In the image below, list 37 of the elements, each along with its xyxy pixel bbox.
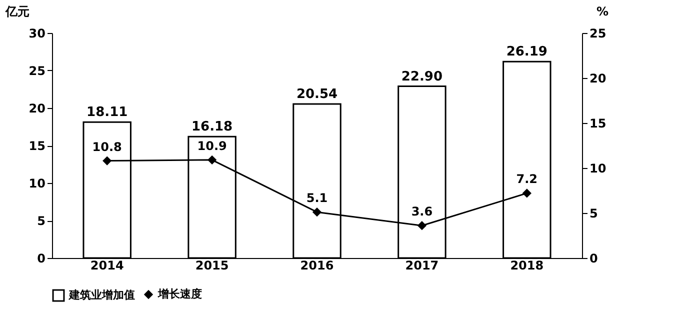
y-tick-label: 0 (37, 252, 46, 266)
data-label: 7.2 (516, 172, 538, 186)
y-tick-label: 5 (37, 214, 46, 228)
point (522, 189, 532, 198)
data-label: 16.18 (191, 120, 233, 135)
data-label: 26.19 (506, 44, 548, 60)
legend-label: 建筑业增加值 (68, 288, 135, 302)
data-label: 18.11 (86, 105, 128, 120)
point (312, 208, 322, 216)
x-tick-label: 2018 (510, 258, 544, 272)
y-tick-label: 20 (28, 102, 46, 116)
y-tick-label: 15 (28, 139, 46, 153)
y-axis-title: 亿元 (4, 4, 30, 18)
y2-tick-label: 15 (590, 116, 606, 130)
y2-tick-label: 0 (590, 252, 598, 266)
data-label: 10.9 (197, 138, 227, 153)
x-tick-label: 2017 (405, 258, 439, 272)
data-label: 22.90 (401, 69, 443, 84)
data-label: 20.54 (296, 86, 338, 102)
y2-tick-label: 20 (590, 72, 606, 86)
y-tick-label: 10 (28, 176, 46, 190)
y2-tick-label: 25 (590, 26, 606, 40)
data-label: 3.6 (411, 204, 433, 219)
point (208, 156, 216, 164)
data-label: 5.1 (306, 191, 328, 206)
point (418, 221, 426, 230)
x-tick-label: 2014 (90, 258, 124, 272)
y2-tick-label: 10 (590, 162, 606, 176)
point (102, 156, 112, 165)
data-label: 10.8 (92, 140, 122, 154)
x-tick-label: 2015 (195, 258, 229, 272)
y-tick-label: 25 (28, 64, 46, 78)
y2-tick-label: 5 (590, 206, 598, 220)
x-tick-label: 2016 (300, 258, 334, 272)
y2-axis-title: % (596, 4, 609, 18)
legend-label: 增长速度 (157, 288, 202, 300)
y-tick-label: 30 (28, 26, 46, 40)
